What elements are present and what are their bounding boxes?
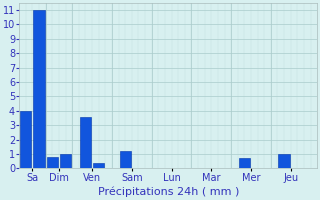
Bar — [60, 154, 71, 168]
Bar — [93, 163, 104, 168]
Bar — [80, 117, 91, 168]
Bar — [120, 151, 131, 168]
Bar — [47, 157, 58, 168]
Bar — [20, 111, 31, 168]
X-axis label: Précipitations 24h ( mm ): Précipitations 24h ( mm ) — [98, 187, 239, 197]
Bar — [33, 10, 45, 168]
Bar — [239, 158, 250, 168]
Bar — [278, 154, 290, 168]
